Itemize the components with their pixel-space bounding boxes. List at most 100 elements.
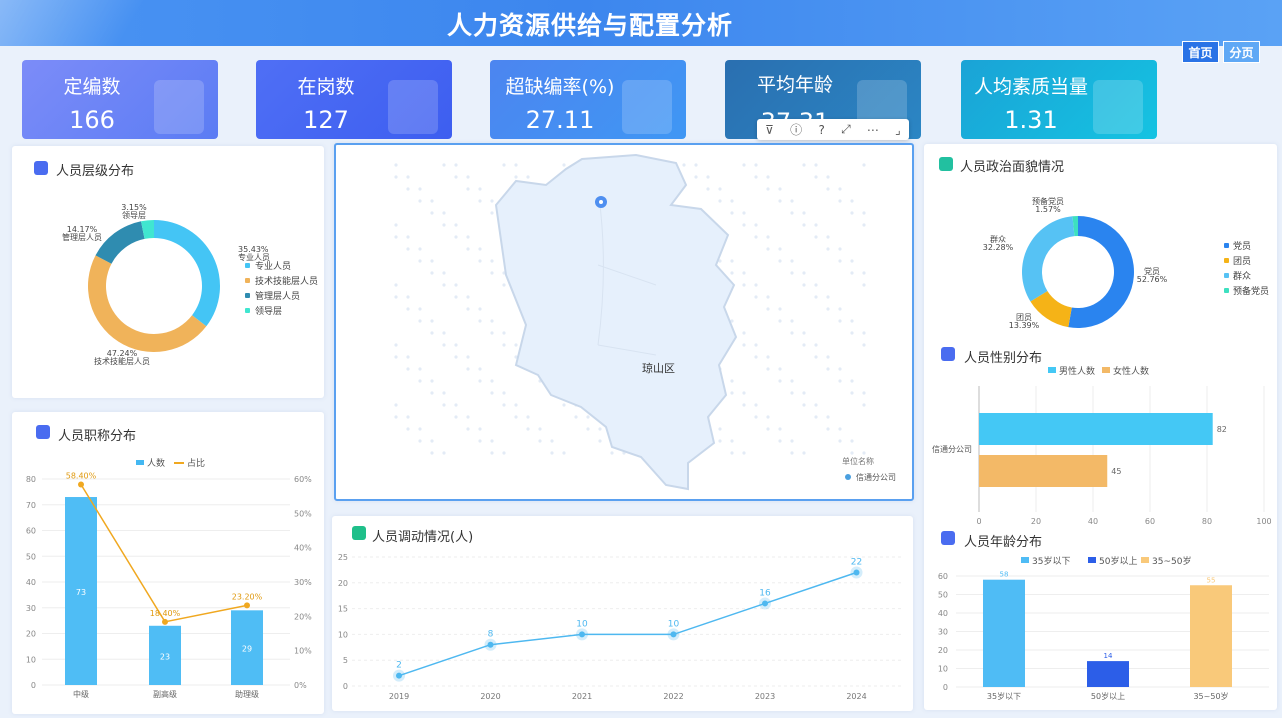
legend-label: 技术技能层人员 [255,275,318,287]
legend-marker [1224,288,1229,293]
legend-marker [1048,367,1056,373]
x-tick-label: 20 [1031,517,1041,526]
kpi-label: 在岗数 [297,76,355,98]
y-category-label: 信通分公司 [932,444,972,454]
map-dot [610,451,614,455]
region-label: 琼山区 [642,361,675,375]
legend-marker [245,293,250,298]
ratio-point [162,618,168,625]
map-dot [814,295,818,299]
y-tick-label: 60 [938,572,948,581]
y-tick-label: 5 [343,656,348,665]
legend-label: 人数 [147,457,165,469]
y-tick-label: 40 [938,609,948,618]
map-dot [562,163,566,167]
ratio-label: 18.40% [150,609,181,618]
map-dot [790,451,794,455]
donut-slice [1068,216,1134,328]
data-point [762,600,768,607]
map-dot [418,379,422,383]
map-dot [598,439,602,443]
map-dot [814,355,818,359]
map-dot [466,235,470,239]
bar-value-label: 58 [1000,571,1009,579]
map-dot [766,187,770,191]
map-dot [826,427,830,431]
map-dot [490,319,494,323]
nav-sub-button[interactable]: 分页 [1223,41,1260,63]
y-tick-label: 50 [26,552,36,561]
y-tick-label: 20 [938,646,948,655]
map-dot [454,295,458,299]
map-dot [802,223,806,227]
nav-home-button[interactable]: 首页 [1182,41,1219,63]
map-dot [742,211,746,215]
map-dot [442,223,446,227]
more-icon[interactable]: ⋯ [866,122,879,137]
x-tick-label: 2021 [572,692,592,701]
map-dot [718,199,722,203]
map-dot [394,295,398,299]
map-dot [790,259,794,263]
map-dot [766,427,770,431]
ratio-label: 23.20% [232,592,263,601]
x-tick-label: 2019 [389,692,409,701]
map-legend-marker [845,474,851,480]
map-dot [838,307,842,311]
info-icon[interactable]: ⓘ [790,123,803,137]
corner-icon[interactable]: ⌟ [895,122,901,137]
slice-label: 32.28% [983,243,1014,252]
map-dot [766,295,770,299]
y-tick-label: 20 [26,630,36,639]
map-dot [442,343,446,347]
kpi-label: 平均年龄 [756,74,833,96]
panel-title: 人员政治面貌情况 [960,160,1065,175]
pie-icon [939,157,953,171]
page-title: 人力资源供给与配置分析 [446,11,733,40]
map-dot [430,211,434,215]
x-tick-label: 2022 [663,692,683,701]
map-dot [778,439,782,443]
map-dot [790,391,794,395]
help-icon[interactable]: ? [818,122,825,137]
legend-marker [245,308,250,313]
district-border [597,196,657,356]
map-dot [730,451,734,455]
filter-icon[interactable]: ⊽ [765,122,774,137]
map-dot [730,271,734,275]
header-decoration [0,0,180,46]
legend-marker [245,278,250,283]
transfer-line-chart: 0 5 10 15 20 25 2 2019 8 2020 10 2021 10 2022 16 2023 22… [338,553,902,701]
map-dot [466,307,470,311]
slice-label: 群众 [990,234,1006,244]
map-dot [406,235,410,239]
level-donut-chart: 35.43%专业人员47.24%技术技能层人员14.17%管理层人员3.15%领… [62,203,318,366]
map-dot [730,199,734,203]
legend-label: 领导层 [255,305,282,317]
map-dot [430,319,434,323]
map-dot [742,343,746,347]
map-dot [766,175,770,179]
map-dot [718,427,722,431]
slice-label: 3.15% [121,203,147,212]
map-dot [478,367,482,371]
person-icon [622,80,672,134]
x-tick-label: 助理级 [235,689,259,699]
map-dot [406,187,410,191]
y-tick-label: 0 [343,682,348,691]
legend-label: 女性人数 [1113,365,1149,377]
map-dot [514,163,518,167]
x-tick-label: 60 [1145,517,1155,526]
map-dot [430,271,434,275]
map-dot [754,343,758,347]
pie-icon [941,347,955,361]
map-dot [394,223,398,227]
y-tick-label: 60 [26,527,36,536]
map-dot [742,223,746,227]
map-dot [490,271,494,275]
legend-label: 50岁以上 [1099,555,1137,567]
map-dot [454,343,458,347]
expand-icon[interactable]: ⤢ [841,122,851,136]
y2-tick-label: 60% [294,475,312,484]
